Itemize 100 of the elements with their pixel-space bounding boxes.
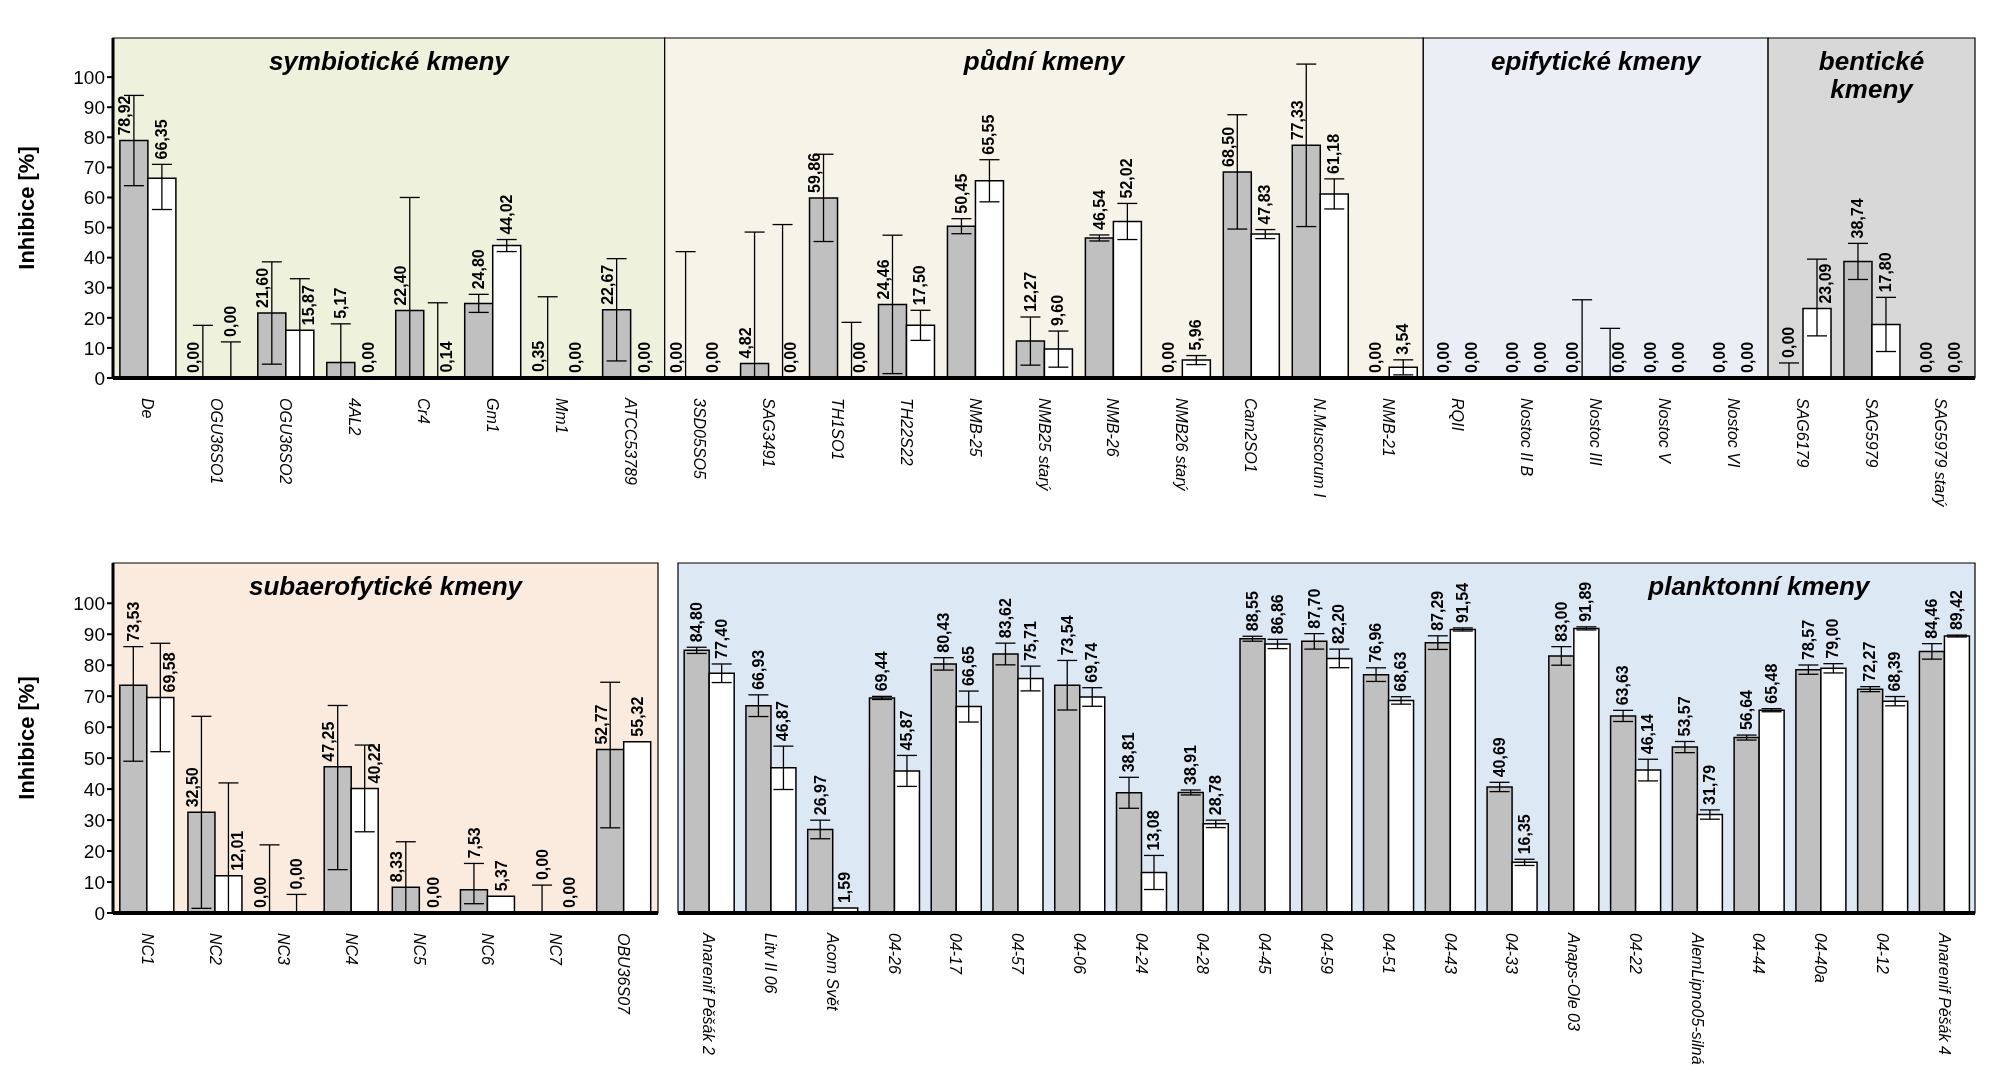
x-tick-label: 04-51 [1379, 933, 1397, 974]
data-label: 0,00 [1780, 326, 1798, 358]
data-label: 46,14 [1639, 714, 1657, 755]
x-tick-label: Acom Svět [823, 932, 841, 1011]
y-tick-label: 20 [83, 840, 105, 862]
y-tick-label: 30 [83, 277, 105, 299]
data-label: 17,50 [911, 265, 929, 306]
y-tick-label: 10 [83, 871, 105, 893]
data-label: 84,46 [1923, 598, 1941, 639]
x-tick-label: NMB-26 [1104, 398, 1122, 457]
data-label: 40,22 [365, 743, 383, 784]
data-label: 0,00 [851, 341, 869, 373]
data-label: 87,70 [1305, 588, 1323, 629]
data-label: 79,00 [1824, 618, 1842, 659]
x-tick-label: Nostoc VI [1725, 398, 1743, 468]
x-tick-label: OGU36SO2 [276, 398, 294, 485]
data-label: 84,80 [688, 602, 706, 643]
x-tick-label: NMB-21 [1380, 398, 1398, 457]
y-tick-label: 30 [83, 809, 105, 831]
data-label: 68,50 [1219, 126, 1237, 167]
data-label: 47,83 [1256, 184, 1274, 225]
x-tick-label: NC3 [274, 933, 292, 966]
band-label: subaerofytické kmeny [248, 571, 524, 601]
data-label: 0,00 [359, 341, 377, 373]
x-tick-label: Nostoc V [1656, 398, 1674, 465]
data-label: 16,35 [1515, 814, 1533, 855]
y-tick-label: 40 [83, 778, 105, 800]
x-tick-label: 04-59 [1318, 933, 1335, 975]
data-label: 0,00 [566, 341, 584, 373]
data-label: 59,86 [805, 152, 823, 193]
data-label: 5,17 [332, 287, 350, 319]
data-label: 0,00 [288, 858, 306, 890]
data-label: 8,33 [388, 850, 406, 883]
y-tick-label: 90 [83, 96, 105, 118]
data-label: 0,00 [1504, 341, 1522, 373]
data-label: 5,96 [1187, 319, 1205, 351]
data-label: 26,97 [811, 775, 829, 816]
data-label: 91,54 [1453, 582, 1471, 623]
x-tick-label: 04-45 [1256, 933, 1274, 975]
data-label: 40,69 [1490, 737, 1508, 778]
data-label: 53,57 [1676, 696, 1694, 737]
data-label: 38,81 [1120, 732, 1138, 773]
data-label: 0,00 [1463, 341, 1481, 373]
x-tick-label: SAG5979 starý [1932, 398, 1950, 508]
data-label: 21,60 [254, 267, 272, 309]
x-tick-label: 04-24 [1132, 933, 1150, 975]
y-tick-label: 0 [94, 902, 105, 924]
y-tick-label: 60 [83, 187, 105, 209]
y-tick-label: 60 [83, 716, 105, 738]
data-label: 73,53 [124, 601, 142, 642]
y-tick-label: 50 [83, 747, 105, 769]
x-tick-label: 04-06 [1070, 933, 1088, 975]
data-label: 46,54 [1090, 189, 1108, 230]
data-label: 44,02 [497, 194, 515, 235]
x-tick-label: Anarenif Pěšák 4 [1935, 932, 1953, 1055]
x-tick-label: NC7 [547, 933, 565, 967]
data-label: 89,42 [1947, 589, 1965, 631]
x-tick-label: Mm1 [552, 398, 570, 434]
y-tick-label: 10 [83, 337, 105, 359]
data-label: 12,01 [229, 830, 247, 871]
y-tick-label: 90 [83, 623, 105, 645]
y-tick-label: 80 [83, 127, 105, 149]
data-label: 0,00 [424, 876, 442, 908]
data-label: 66,35 [152, 119, 170, 160]
data-label: 55,32 [629, 696, 647, 737]
x-tick-label: NC2 [206, 933, 224, 966]
data-label: 65,48 [1762, 663, 1780, 704]
data-label: 0,00 [560, 876, 578, 908]
y-tick-label: 80 [83, 654, 105, 676]
data-label: 88,55 [1243, 591, 1261, 632]
x-tick-label: SAG3491 [759, 398, 777, 468]
y-tick-label: 70 [83, 157, 105, 179]
data-label: 0,00 [1564, 341, 1582, 373]
data-label: 0,00 [1642, 341, 1660, 373]
data-label: 0,00 [1610, 341, 1627, 373]
band-label: bentické kmeny [1818, 46, 1925, 104]
data-label: 38,74 [1849, 198, 1867, 239]
x-tick-label: NC4 [342, 933, 360, 966]
data-label: 73,54 [1058, 615, 1076, 656]
x-tick-label: 4AL2 [345, 398, 363, 436]
data-label: 0,00 [533, 848, 551, 881]
data-label: 28,78 [1206, 775, 1224, 816]
x-tick-label: RQII [1449, 398, 1467, 432]
data-label: 24,46 [874, 259, 892, 300]
data-label: 23,09 [1816, 263, 1834, 304]
data-label: 17,80 [1876, 252, 1894, 293]
data-label: 69,44 [873, 651, 891, 692]
band-label: půdní kmeny [962, 46, 1126, 76]
data-label: 83,00 [1552, 601, 1570, 642]
data-label: 78,92 [116, 95, 134, 136]
data-label: 47,25 [320, 721, 338, 762]
data-label: 76,96 [1367, 622, 1385, 663]
x-tick-label: 3SD05SO5 [690, 398, 708, 480]
x-tick-label: 04-40a [1812, 933, 1830, 983]
data-label: 56,64 [1737, 689, 1755, 731]
data-label: 24,80 [470, 249, 487, 290]
band-label: planktonní kmeny [1647, 571, 1871, 601]
data-label: 45,87 [898, 710, 916, 751]
data-label: 68,39 [1886, 651, 1904, 692]
x-tick-label: TH22S22 [897, 398, 915, 466]
